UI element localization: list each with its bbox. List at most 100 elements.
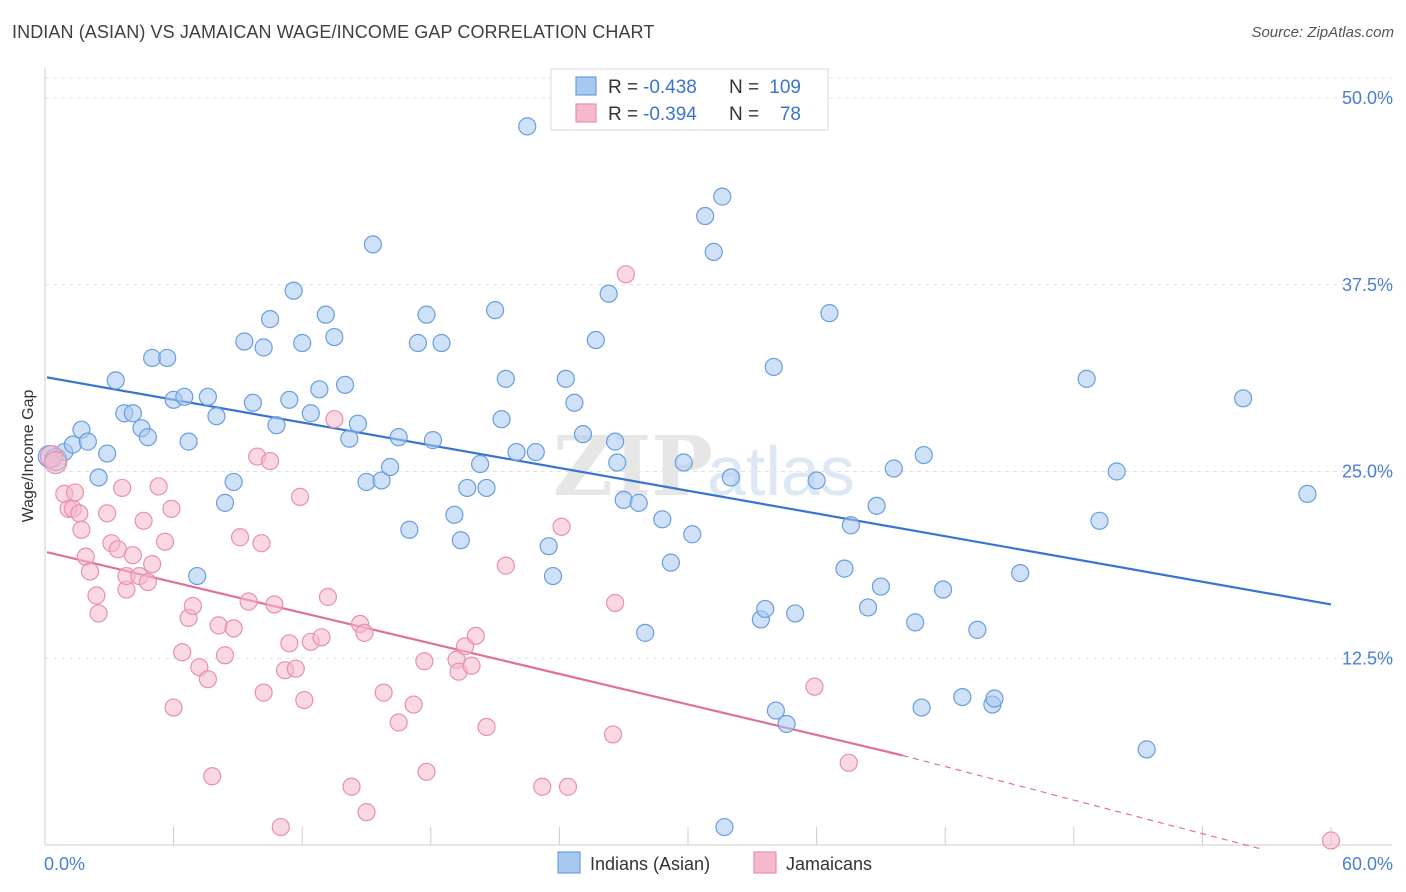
legend-n-value: 78 (780, 104, 801, 125)
data-point (807, 471, 826, 490)
data-point (357, 472, 376, 492)
data-point (78, 432, 97, 451)
data-point (756, 599, 775, 619)
data-point (417, 762, 436, 781)
data-point (558, 777, 578, 796)
legend-swatch (575, 103, 597, 123)
data-point (451, 531, 470, 550)
data-point (636, 623, 655, 642)
data-point (173, 643, 192, 662)
data-point (267, 416, 286, 435)
data-point (89, 468, 108, 487)
data-point (215, 493, 235, 512)
y-tick-label: 25.0% (1342, 462, 1393, 482)
data-point (98, 444, 117, 463)
data-point (280, 390, 299, 409)
data-point (363, 235, 383, 254)
data-point (123, 546, 142, 565)
data-point (164, 698, 183, 717)
data-point (138, 428, 157, 447)
data-point (325, 410, 344, 429)
grid-layer (45, 77, 1392, 659)
data-point (87, 586, 106, 605)
data-point (198, 670, 217, 689)
data-point (312, 628, 331, 647)
data-point (162, 499, 181, 518)
data-point (342, 777, 361, 796)
data-point (301, 404, 320, 423)
data-point (661, 553, 680, 572)
bottom-legend-swatch (557, 851, 581, 874)
data-point (616, 265, 635, 284)
data-point (766, 701, 785, 720)
data-point (608, 453, 627, 472)
data-point (1107, 462, 1126, 481)
data-point (696, 206, 715, 226)
data-point (603, 725, 623, 744)
data-point (254, 338, 273, 357)
data-point (155, 532, 175, 551)
data-point (470, 454, 490, 474)
data-point (89, 604, 108, 623)
trendline-jamaicans (46, 551, 903, 757)
y-tick-label: 50.0% (1342, 88, 1393, 108)
chart-title: INDIAN (ASIAN) VS JAMAICAN WAGE/INCOME G… (12, 22, 655, 42)
data-point (533, 777, 552, 796)
data-point (871, 577, 891, 596)
trend-layer (46, 376, 1332, 850)
data-point (295, 690, 314, 710)
data-point (72, 520, 91, 539)
data-point (507, 442, 526, 462)
data-point (614, 490, 633, 509)
data-point (290, 487, 310, 506)
data-point (76, 547, 95, 566)
data-point (70, 504, 89, 523)
data-point (293, 333, 312, 353)
data-point (310, 380, 329, 399)
data-point (106, 371, 125, 390)
data-point (239, 592, 258, 611)
data-point (486, 301, 505, 320)
data-point (786, 604, 805, 623)
data-point (1234, 389, 1253, 408)
data-point (203, 767, 222, 786)
trendline-indians-asian (46, 376, 1332, 606)
data-point (80, 562, 100, 581)
legend-box: R = -0.438 N = 109 R = -0.394 N = 78 (550, 68, 829, 131)
data-point (207, 407, 226, 426)
labels-layer: 12.5% 25.0% 37.5% 50.0% 0.0% 60.0% Wage/Income… (20, 88, 1393, 874)
y-tick-label: 37.5% (1342, 275, 1393, 295)
legend-n-label: N = (729, 77, 759, 98)
data-point (235, 332, 254, 351)
data-point (179, 432, 198, 451)
data-point (318, 587, 338, 607)
data-point (209, 616, 228, 635)
data-point (884, 459, 903, 478)
data-point (340, 429, 359, 448)
data-point (316, 305, 335, 324)
legend-r-value: -0.438 (643, 77, 697, 98)
data-point (149, 477, 168, 496)
series-jamaicans (39, 265, 1341, 850)
data-point (858, 598, 878, 617)
data-point (458, 478, 477, 498)
data-point (243, 393, 263, 412)
data-point (357, 803, 376, 822)
data-point (224, 472, 243, 492)
data-point (1298, 484, 1317, 504)
data-point (374, 683, 393, 702)
data-point (914, 445, 933, 465)
y-tick-label: 12.5% (1342, 648, 1393, 668)
data-point (134, 511, 153, 530)
legend-r-value: -0.394 (643, 104, 697, 125)
data-point (252, 534, 271, 553)
data-point (265, 595, 284, 614)
data-point (586, 330, 605, 350)
data-point (408, 333, 428, 353)
data-point (466, 626, 485, 645)
data-point (606, 593, 625, 613)
points-layer (37, 117, 1341, 850)
data-point (280, 634, 299, 653)
bottom-legend-label: Indians (Asian) (590, 854, 710, 874)
